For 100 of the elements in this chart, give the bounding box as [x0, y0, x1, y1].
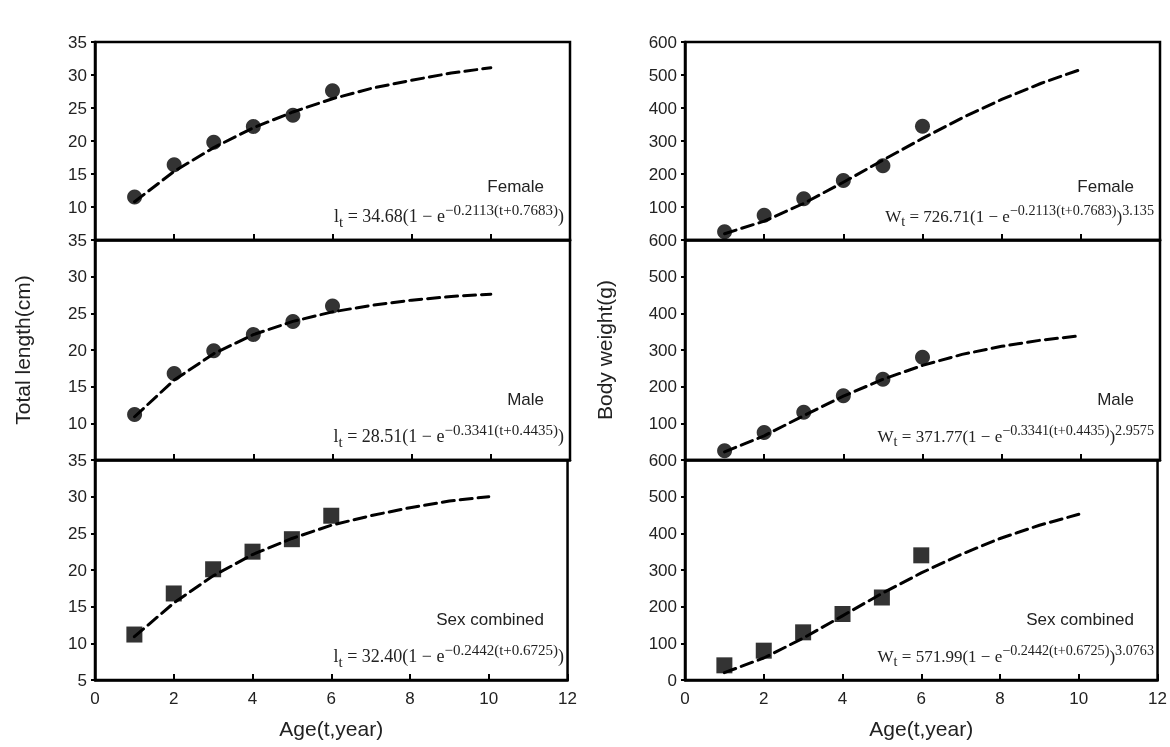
y-tick-label: 10	[68, 413, 87, 433]
y-tick-label: 600	[648, 450, 677, 470]
point	[245, 118, 261, 134]
annotation: l$_{t}$ = 32.40(1 − e$^{−0.2442(t+0.6725)}$)	[333, 642, 564, 671]
y-tick-label: 200	[648, 597, 677, 617]
annotation: W$_{t}$ = 371.77(1 − e$^{−0.3341(t+0.4435)}$)$^{2.9575}$	[877, 422, 1154, 451]
point	[717, 443, 733, 459]
y-tick-label: 300	[648, 340, 677, 360]
x-tick-label: 2	[759, 689, 769, 708]
y-tick-label: 20	[68, 131, 87, 151]
y-tick-label: 100	[648, 413, 677, 433]
point	[323, 507, 340, 524]
y-tick-label: 400	[648, 523, 677, 543]
y-tick-label: 300	[648, 560, 677, 580]
annotation: Male	[1097, 389, 1134, 410]
point	[755, 642, 772, 659]
point	[835, 388, 851, 404]
point	[875, 371, 891, 387]
y-tick-label: 200	[648, 164, 677, 184]
point	[285, 313, 301, 329]
point	[716, 657, 733, 674]
point	[796, 404, 812, 420]
point	[834, 606, 851, 622]
point	[166, 365, 182, 381]
y-tick-label: 200	[648, 377, 677, 397]
x-tick-label: 12	[558, 689, 578, 708]
y-tick-label: 30	[68, 267, 87, 287]
annotation: W$_{t}$ = 726.71(1 − e$^{−0.2113(t+0.7683)}$)$^{3.135}$	[885, 202, 1154, 231]
point	[127, 407, 143, 423]
point	[915, 349, 930, 365]
x-tick-label: 4	[837, 689, 848, 708]
y-tick-label: 25	[68, 98, 87, 118]
annotation: Sex combined	[436, 609, 544, 630]
y-tick-label: 20	[68, 340, 87, 360]
annotation: l$_{t}$ = 28.51(1 − e$^{−0.3341(t+0.4435)}$)	[333, 422, 564, 451]
y-tick-label: 300	[648, 131, 677, 151]
x-tick-label: 10	[479, 689, 499, 708]
point	[166, 157, 182, 173]
point	[796, 191, 812, 207]
y-tick-label: 10	[68, 197, 87, 217]
point	[126, 626, 143, 643]
point	[913, 547, 930, 564]
point	[915, 118, 930, 134]
annotation: l$_{t}$ = 34.68(1 − e$^{−0.2113(t+0.7683)}$)	[333, 202, 564, 231]
y-tick-label: 15	[68, 597, 87, 617]
y-tick-label: 30	[68, 487, 87, 507]
point	[873, 589, 890, 606]
point	[795, 624, 812, 641]
y-tick-label: 20	[68, 560, 87, 580]
x-tick-label: 4	[247, 689, 258, 708]
y-tick-label: 35	[68, 230, 87, 250]
annotation: Female	[1077, 176, 1134, 197]
point	[283, 531, 300, 548]
y-tick-label: 400	[648, 98, 677, 118]
point	[325, 298, 340, 314]
y-tick-label: 0	[667, 670, 677, 690]
x-tick-label: 8	[405, 689, 415, 708]
y-tick-label: 10	[68, 633, 87, 653]
y-tick-label: 30	[68, 65, 87, 85]
y-tick-label: 5	[77, 670, 87, 690]
x-tick-label: 0	[680, 689, 690, 708]
y-tick-label: 500	[648, 65, 677, 85]
point	[756, 207, 772, 223]
x-tick-label: 6	[326, 689, 337, 708]
annotation: Sex combined	[1026, 609, 1134, 630]
y-tick-label: 25	[68, 523, 87, 543]
x-axis-title: Age(t,year)	[279, 717, 384, 740]
x-tick-label: 8	[995, 689, 1005, 708]
x-tick-label: 0	[90, 689, 100, 708]
y-tick-label: 15	[68, 164, 87, 184]
annotation: Male	[507, 389, 544, 410]
point	[205, 561, 222, 578]
y-tick-label: 600	[648, 230, 677, 250]
point	[756, 425, 772, 440]
point	[875, 158, 891, 174]
x-axis-title: Age(t,year)	[869, 717, 974, 740]
point	[127, 189, 143, 205]
y-tick-label: 500	[648, 487, 677, 507]
x-tick-label: 12	[1148, 689, 1168, 708]
x-tick-label: 10	[1069, 689, 1089, 708]
point	[165, 585, 182, 602]
point	[245, 327, 261, 343]
y-tick-label: 600	[648, 32, 677, 52]
y-tick-label: 500	[648, 267, 677, 287]
annotation: W$_{t}$ = 571.99(1 − e$^{−0.2442(t+0.6725)}$)$^{3.0763}$	[877, 642, 1154, 671]
y-axis-title: Total length(cm)	[11, 275, 34, 425]
x-tick-label: 2	[169, 689, 179, 708]
point	[206, 343, 222, 359]
point	[244, 543, 261, 560]
annotation: Female	[487, 176, 544, 197]
y-axis-title: Body weight(g)	[593, 279, 616, 421]
point	[325, 83, 340, 99]
point	[206, 134, 222, 150]
point	[285, 107, 301, 123]
y-tick-label: 100	[648, 197, 677, 217]
point	[835, 173, 851, 189]
y-tick-label: 35	[68, 32, 87, 52]
y-tick-label: 15	[68, 377, 87, 397]
point	[717, 224, 733, 240]
y-tick-label: 400	[648, 303, 677, 323]
